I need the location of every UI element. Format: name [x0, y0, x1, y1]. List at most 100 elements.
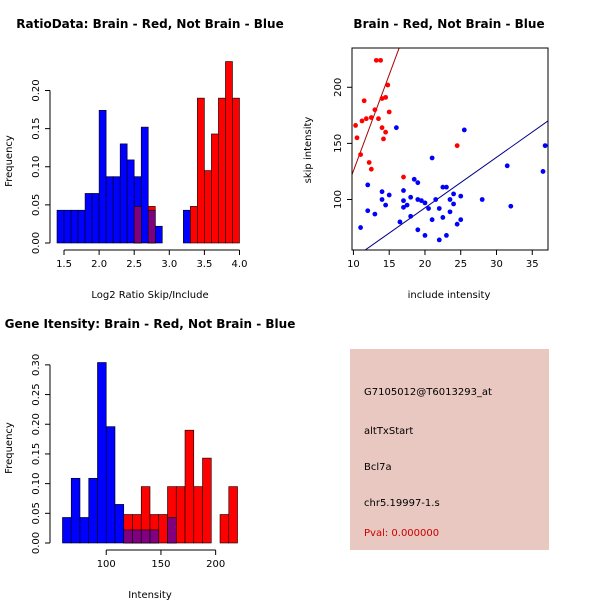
- scatter-point-not-brain-22: [422, 200, 428, 206]
- scatter-point-not-brain-36: [451, 201, 456, 207]
- scatter-point-not-brain-21: [422, 233, 428, 238]
- scatter-x-tick-label-3: 25: [454, 259, 467, 270]
- scatter-point-brain-21: [454, 143, 460, 149]
- ratio-bar-brain-14: [232, 97, 240, 244]
- intensity-bar-overlap-0: [123, 529, 133, 544]
- ratio-bar-not-brain-9: [119, 143, 128, 244]
- intensity-bar-not-brain-3: [88, 477, 98, 544]
- intensity-plot-area: 100 150 200 0.00 0.05 0.10 0.15 0.20 0.25 0.30: [31, 354, 238, 570]
- intensity-y-tick-label-6: 0.30: [31, 354, 42, 376]
- scatter-point-not-brain-39: [458, 193, 464, 199]
- ratio-x-tick-label-0: 1.5: [56, 259, 72, 270]
- intensity-bar-overlap-5: [167, 517, 177, 544]
- event-type-text: altTxStart: [364, 426, 413, 437]
- gene-name-text: Bcl7a: [364, 462, 392, 473]
- ratio-x-tick-label-3: 3.0: [161, 259, 177, 270]
- info-box: G7105012@T6013293_at altTxStart Bcl7a ch…: [350, 349, 549, 550]
- intensity-x-tick-label-2: 200: [206, 559, 225, 570]
- scatter-y-tick-label-0: 100: [333, 190, 344, 209]
- scatter-point-not-brain-15: [408, 213, 414, 219]
- scatter-point-not-brain-8: [393, 125, 399, 131]
- ratio-x-tick-label-4: 3.5: [196, 259, 212, 270]
- intensity-y-tick-label-4: 0.20: [31, 413, 42, 435]
- scatter-x-axis-label: include intensity: [408, 290, 491, 301]
- intensity-histogram-panel: Gene Itensity: Brain - Red, Not Brain - …: [4, 317, 295, 600]
- ratio-bar-not-brain-0: [56, 209, 65, 244]
- scatter-point-not-brain-44: [540, 169, 546, 174]
- scatter-point-not-brain-34: [447, 209, 453, 215]
- scatter-clipped-layer: [352, 48, 548, 250]
- scatter-plot-area: 10 15 20 25 30 35 100 150 200: [333, 47, 549, 270]
- ratio-bar-not-brain-4: [84, 193, 93, 244]
- ratio-bar-not-brain-3: [77, 209, 86, 244]
- scatter-point-not-brain-14: [408, 194, 414, 200]
- scatter-point-brain-16: [383, 94, 389, 100]
- ratio-bar-brain-11: [211, 133, 219, 244]
- ratio-x-tick-label-5: 4.0: [232, 259, 248, 270]
- pval-text: Pval: 0.000000: [364, 528, 439, 539]
- scatter-point-brain-8: [368, 115, 374, 120]
- scatter-point-not-brain-5: [379, 189, 385, 195]
- intensity-bar-overlap-3: [149, 529, 160, 544]
- scatter-x-tick-label-1: 15: [383, 259, 396, 270]
- ratio-bar-not-brain-8: [112, 176, 121, 244]
- scatter-x-tick-label-0: 10: [347, 259, 360, 270]
- scatter-point-brain-7: [368, 166, 374, 172]
- scatter-y-axis-label: skip intensity: [303, 117, 314, 184]
- scatter-point-brain-5: [363, 116, 369, 122]
- scatter-point-not-brain-3: [372, 211, 378, 217]
- scatter-panel: Brain - Red, Not Brain - Blue include in…: [303, 17, 549, 301]
- scatter-point-brain-18: [385, 82, 391, 88]
- intensity-bar-brain-7: [184, 429, 195, 544]
- scatter-point-brain-15: [381, 136, 386, 142]
- ratio-bar-not-brain-2: [70, 209, 79, 244]
- ratio-x-axis-label: Log2 Ratio Skip/Include: [91, 290, 208, 301]
- ratio-y-axis-label: Frequency: [4, 135, 15, 187]
- scatter-point-not-brain-20: [418, 198, 424, 204]
- scatter-point-not-brain-13: [404, 202, 410, 208]
- scatter-point-not-brain-31: [444, 233, 449, 238]
- intensity-bar-brain-4: [158, 514, 168, 544]
- scatter-point-not-brain-9: [397, 219, 403, 225]
- scatter-point-not-brain-17: [415, 227, 421, 233]
- scatter-point-brain-3: [359, 118, 365, 124]
- intensity-x-axis-label: Intensity: [128, 590, 172, 600]
- scatter-x-tick-label-2: 20: [419, 259, 432, 270]
- ratio-bar-brain-10: [204, 170, 212, 244]
- info-box-background: [350, 349, 549, 550]
- scatter-chart-title: Brain - Red, Not Brain - Blue: [353, 17, 544, 31]
- scatter-point-not-brain-4: [379, 197, 385, 202]
- scatter-point-not-brain-26: [433, 197, 439, 202]
- scatter-point-brain-11: [376, 116, 381, 122]
- scatter-point-not-brain-42: [504, 163, 510, 169]
- ratio-y-tick-label-2: 0.10: [31, 156, 42, 178]
- ratio-x-tick-label-2: 2.5: [126, 259, 142, 270]
- scatter-point-not-brain-29: [440, 184, 446, 190]
- scatter-point-not-brain-40: [461, 127, 467, 133]
- scatter-point-not-brain-28: [436, 206, 442, 211]
- intensity-bar-not-brain-6: [114, 504, 125, 544]
- intensity-x-tick-label-1: 150: [151, 559, 170, 570]
- scatter-point-brain-9: [372, 107, 378, 113]
- scatter-point-not-brain-10: [401, 204, 406, 210]
- ratio-bar-overlap-0: [133, 206, 142, 244]
- scatter-point-brain-2: [358, 152, 363, 158]
- intensity-y-tick-label-1: 0.05: [31, 502, 42, 524]
- scatter-fit-line-not-brain-fit: [364, 120, 548, 250]
- intensity-chart-title: Gene Itensity: Brain - Red, Not Brain - …: [5, 317, 296, 331]
- intensity-bar-brain-12: [228, 486, 238, 544]
- scatter-y-tick-label-1: 150: [333, 134, 344, 153]
- intensity-bar-not-brain-0: [62, 517, 72, 544]
- ratio-bar-not-brain-5: [91, 193, 100, 244]
- ratio-bar-not-brain-6: [98, 110, 107, 244]
- scatter-point-brain-10: [373, 57, 379, 63]
- location-text: chr5.19997-1.s: [364, 498, 440, 509]
- scatter-point-brain-20: [401, 174, 406, 180]
- intensity-y-tick-label-3: 0.15: [31, 443, 42, 465]
- scatter-point-not-brain-38: [458, 217, 464, 223]
- scatter-point-not-brain-1: [365, 208, 371, 214]
- intensity-bar-overlap-2: [140, 529, 151, 544]
- scatter-point-not-brain-37: [454, 221, 460, 227]
- ratio-bar-brain-12: [218, 97, 226, 244]
- scatter-point-not-brain-7: [386, 192, 392, 198]
